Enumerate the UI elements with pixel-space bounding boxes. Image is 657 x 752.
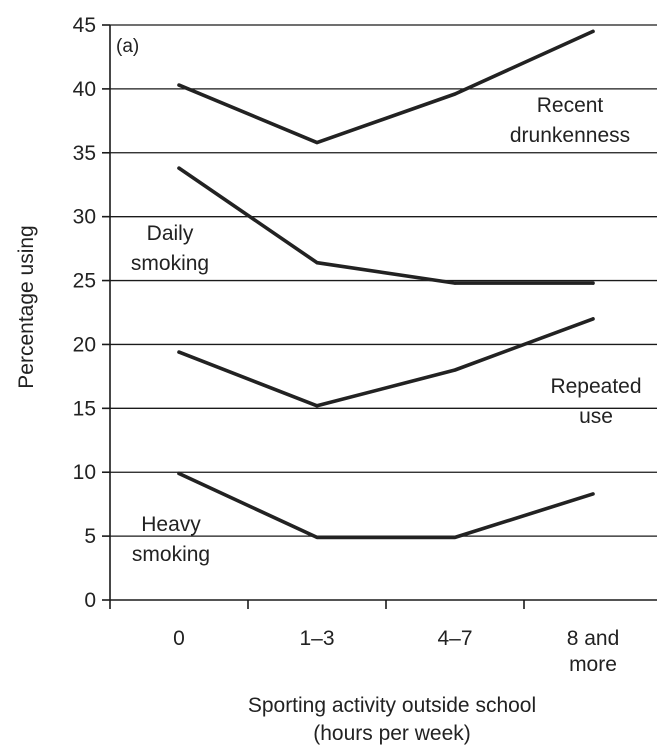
series-label: Repeated use (550, 375, 641, 428)
axes (102, 24, 657, 609)
series-label: Heavy smoking (132, 513, 210, 566)
series-line-0 (177, 29, 595, 145)
series-line-3 (177, 471, 595, 540)
data-point (591, 281, 595, 285)
series-label: Recent drunkenness (510, 94, 630, 147)
data-point (453, 535, 457, 539)
y-tick-label: 45 (73, 14, 96, 37)
data-point (177, 83, 181, 87)
x-axis-title-line: (hours per week) (313, 722, 471, 745)
series-label-line: Recent (537, 94, 604, 117)
data-point (177, 166, 181, 170)
series-label-line: Heavy (141, 513, 201, 536)
x-tick-label: 8 and more (567, 627, 620, 676)
y-tick-label: 40 (73, 78, 96, 101)
data-point (453, 281, 457, 285)
x-tick-label: 4–7 (437, 627, 472, 650)
data-point (591, 317, 595, 321)
series-label-line: smoking (131, 252, 209, 275)
series-label-line: Daily (147, 222, 194, 245)
x-axis-title-line: Sporting activity outside school (248, 694, 536, 717)
y-tick-label: 10 (73, 461, 96, 484)
data-point (591, 492, 595, 496)
data-point (177, 471, 181, 476)
y-tick-label: 15 (73, 397, 96, 420)
y-tick-label: 35 (73, 142, 96, 165)
data-point (591, 29, 595, 33)
series-lines (177, 29, 595, 540)
panel-label: (a) (116, 36, 139, 57)
gridlines (110, 24, 657, 537)
y-tick-label: 20 (73, 333, 96, 356)
y-tick-label: 30 (73, 206, 96, 229)
x-tick-label: 1–3 (299, 627, 334, 650)
x-tick-label-line: 4–7 (437, 627, 472, 650)
data-point (315, 535, 319, 539)
series-label: Daily smoking (131, 222, 209, 275)
x-tick-label-line: 1–3 (299, 627, 334, 650)
y-tick-label: 5 (84, 525, 96, 548)
x-tick-label-line: 8 and (567, 627, 620, 650)
data-point (315, 261, 319, 265)
data-point (453, 368, 457, 372)
y-tick-label: 0 (84, 589, 96, 612)
series-line-2 (177, 317, 595, 408)
chart-labels: 0 5 10 15 20 25 30 35 40 45 0 1–3 4–7 8 and more Recent… (15, 14, 642, 745)
x-tick-label-line: 0 (173, 627, 185, 650)
y-axis-title: Percentage using (15, 225, 38, 388)
data-point (177, 350, 181, 354)
series-label-line: use (579, 405, 613, 428)
data-point (315, 140, 319, 145)
x-tick-label-line: more (569, 653, 617, 676)
series-label-line: smoking (132, 543, 210, 566)
series-line-1 (177, 166, 595, 285)
x-tick-label: 0 (173, 627, 185, 650)
x-axis-title: Sporting activity outside school (hours p… (248, 694, 536, 745)
series-label-line: Repeated (550, 375, 641, 398)
data-point (453, 92, 457, 96)
y-tick-label: 25 (73, 270, 96, 293)
series-label-line: drunkenness (510, 124, 630, 147)
data-point (315, 404, 319, 408)
